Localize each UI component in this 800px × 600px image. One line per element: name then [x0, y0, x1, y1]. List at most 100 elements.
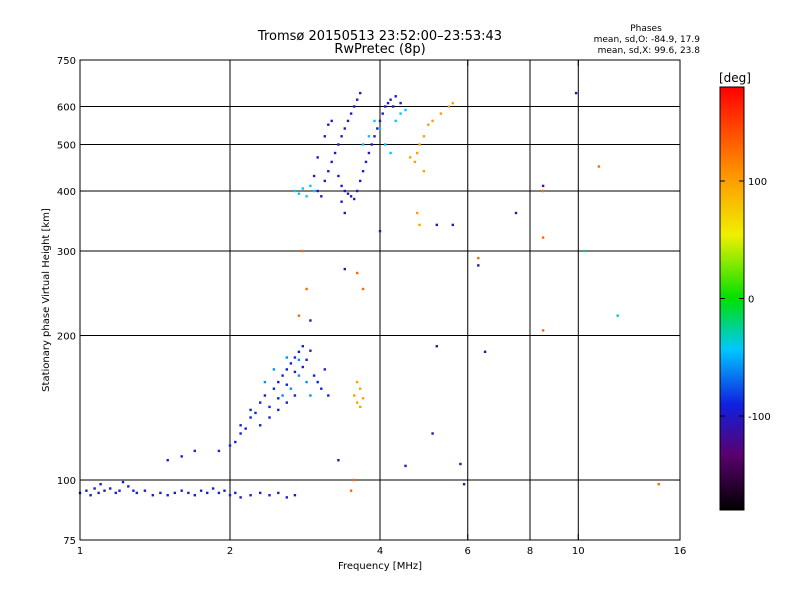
data-point: [103, 489, 106, 492]
data-point: [166, 459, 169, 462]
data-point: [249, 408, 252, 412]
data-point: [268, 416, 271, 419]
data-point: [370, 143, 373, 146]
data-point: [416, 151, 419, 155]
data-point: [285, 356, 288, 359]
data-point: [346, 192, 350, 195]
data-point: [277, 380, 280, 384]
data-point: [399, 101, 402, 105]
data-point: [340, 135, 343, 138]
data-point: [409, 156, 412, 159]
y-tick-label: 75: [63, 536, 76, 547]
data-point: [127, 485, 130, 488]
data-point: [459, 462, 462, 466]
data-point: [272, 368, 276, 371]
x-tick-label: 2: [227, 546, 233, 557]
data-point: [343, 189, 346, 193]
data-point: [451, 101, 454, 105]
phase-stats-x: mean, sd,X: 99.6, 23.8: [598, 46, 701, 56]
colorbar-tick-label: -100: [748, 412, 771, 423]
data-points: [78, 91, 660, 499]
data-point: [173, 491, 176, 495]
data-point: [193, 494, 196, 497]
x-tick-label: 4: [377, 546, 383, 557]
data-point: [312, 374, 316, 377]
data-point: [343, 127, 346, 130]
x-tick-label: 8: [527, 546, 533, 557]
data-point: [289, 362, 293, 365]
data-point: [359, 91, 362, 95]
data-point: [378, 229, 382, 233]
data-point: [373, 135, 376, 138]
data-point: [394, 119, 397, 123]
data-point: [249, 494, 252, 497]
data-point: [259, 401, 262, 404]
data-point: [376, 127, 379, 130]
data-point: [285, 368, 288, 371]
data-point: [337, 459, 340, 462]
data-point: [166, 494, 169, 497]
data-point: [316, 189, 319, 193]
data-point: [356, 189, 359, 193]
data-point: [359, 405, 362, 409]
data-point: [343, 211, 346, 215]
data-point: [389, 98, 392, 101]
x-tick-label: 10: [572, 546, 585, 557]
data-point: [132, 489, 135, 492]
data-point: [99, 483, 102, 486]
data-point: [418, 143, 421, 146]
data-point: [109, 487, 112, 490]
y-tick-label: 750: [57, 56, 76, 67]
data-point: [223, 489, 226, 492]
data-point: [272, 387, 276, 390]
data-point: [616, 314, 619, 317]
data-point: [422, 170, 426, 173]
data-point: [541, 329, 545, 332]
data-point: [541, 189, 545, 193]
data-point: [431, 119, 434, 123]
data-point: [384, 143, 387, 146]
data-point: [206, 491, 209, 495]
data-point: [373, 119, 376, 123]
data-point: [281, 374, 284, 377]
data-point: [404, 464, 407, 468]
data-point: [477, 256, 480, 260]
data-point: [180, 455, 183, 458]
data-point: [259, 424, 262, 427]
data-point: [394, 95, 397, 98]
data-point: [301, 365, 304, 369]
data-point: [234, 440, 237, 444]
data-point: [234, 491, 237, 495]
data-point: [249, 416, 252, 419]
data-point: [367, 135, 371, 138]
colorbar-tick-label: 0: [748, 295, 754, 306]
data-point: [353, 478, 356, 482]
data-point: [583, 249, 586, 253]
data-point: [327, 170, 330, 173]
data-point: [323, 179, 326, 183]
data-point: [268, 494, 271, 497]
data-point: [199, 489, 203, 492]
data-point: [356, 380, 359, 384]
data-point: [422, 135, 426, 138]
data-point: [301, 345, 304, 348]
data-point: [427, 123, 430, 126]
data-point: [353, 105, 356, 108]
chart-subtitle: RwPretec (8p): [334, 42, 425, 57]
data-point: [118, 489, 121, 492]
data-point: [361, 287, 365, 291]
y-tick-label: 300: [57, 247, 76, 258]
data-point: [353, 197, 356, 201]
data-point: [309, 349, 312, 352]
grid: [80, 60, 680, 540]
data-point: [316, 380, 319, 384]
data-point: [323, 368, 326, 371]
data-point: [211, 487, 215, 490]
data-point: [159, 491, 162, 495]
data-point: [431, 432, 434, 435]
data-point: [289, 387, 293, 390]
data-point: [297, 192, 301, 195]
data-point: [89, 494, 92, 497]
data-point: [483, 350, 487, 353]
